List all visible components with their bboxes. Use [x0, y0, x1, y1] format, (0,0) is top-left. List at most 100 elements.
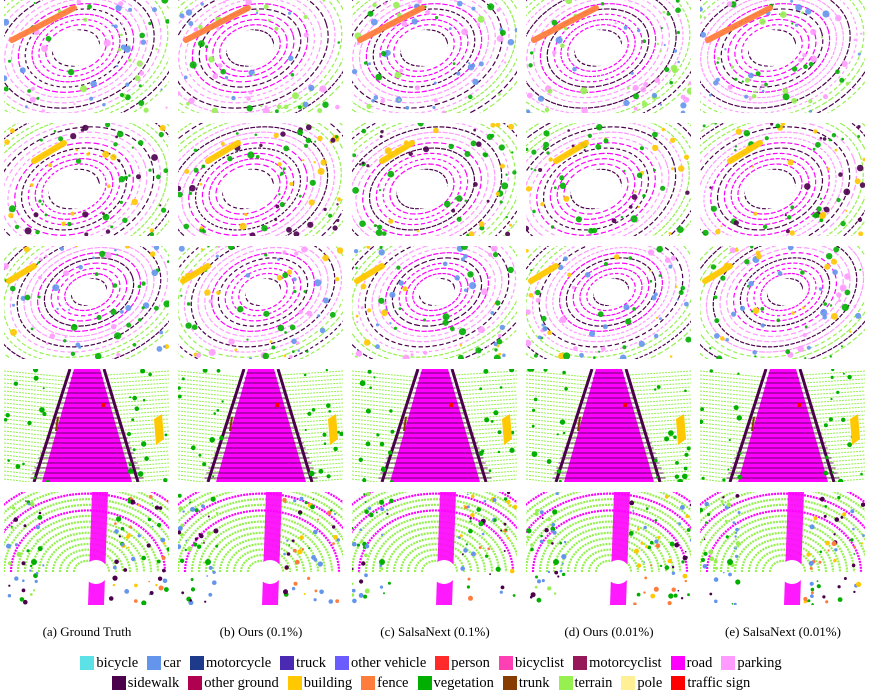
swatch-person — [435, 656, 450, 670]
legend-item-sidewalk: sidewalk — [111, 673, 180, 693]
caption-salsanext-0-01: (e) SalsaNext (0.01%) — [725, 624, 841, 639]
point-cloud-image — [526, 0, 691, 113]
point-cloud-thumbnail — [352, 246, 517, 359]
point-cloud-image — [526, 369, 691, 482]
swatch-parking — [721, 656, 736, 670]
legend-label: fence — [377, 675, 409, 691]
legend-item-motorcycle: motorcycle — [189, 653, 271, 673]
swatch-other-ground — [188, 676, 203, 690]
swatch-road — [670, 656, 685, 670]
point-cloud-thumbnail — [4, 369, 169, 482]
point-cloud-image — [178, 492, 343, 605]
point-cloud-image — [700, 123, 865, 236]
legend-label: car — [163, 655, 181, 671]
swatch-car — [147, 656, 162, 670]
legend-item-parking: parking — [721, 653, 782, 673]
point-cloud-image — [700, 0, 865, 113]
point-cloud-image — [352, 123, 517, 236]
point-cloud-image — [4, 123, 169, 236]
point-cloud-image — [352, 492, 517, 605]
legend-item-road: road — [670, 653, 713, 673]
legend-label: truck — [296, 655, 326, 671]
point-cloud-thumbnail — [352, 0, 517, 113]
legend-label: other ground — [204, 675, 279, 691]
swatch-motorcycle — [189, 656, 204, 670]
swatch-building — [287, 676, 302, 690]
swatch-motorcyclist — [573, 656, 588, 670]
legend-item-car: car — [147, 653, 181, 673]
point-cloud-image — [178, 369, 343, 482]
point-cloud-image — [700, 492, 865, 605]
point-cloud-image — [352, 0, 517, 113]
point-cloud-thumbnail — [4, 246, 169, 359]
point-cloud-thumbnail — [700, 246, 865, 359]
caption-salsanext-0-1: (c) SalsaNext (0.1%) — [380, 624, 490, 639]
legend-row: bicycle car motorcycle truck other vehic… — [0, 653, 871, 673]
legend-item-motorcyclist: motorcyclist — [573, 653, 662, 673]
legend-label: traffic sign — [687, 675, 751, 691]
point-cloud-thumbnail — [178, 369, 343, 482]
caption-ours-0-1: (b) Ours (0.1%) — [219, 624, 303, 639]
point-cloud-thumbnail — [526, 492, 691, 605]
legend-item-other-ground: other ground — [188, 673, 279, 693]
point-cloud-image — [4, 0, 169, 113]
point-cloud-image — [352, 369, 517, 482]
legend-label: sidewalk — [127, 675, 180, 691]
point-cloud-image — [352, 246, 517, 359]
point-cloud-thumbnail — [526, 0, 691, 113]
legend-label: trunk — [518, 675, 550, 691]
point-cloud-thumbnail — [178, 0, 343, 113]
legend-item-terrain: terrain — [558, 673, 613, 693]
swatch-traffic-sign — [671, 676, 686, 690]
legend-label: other vehicle — [350, 655, 427, 671]
legend-label: motorcyclist — [589, 655, 662, 671]
point-cloud-image — [526, 123, 691, 236]
legend-label: bicyclist — [514, 655, 565, 671]
point-cloud-thumbnail — [4, 492, 169, 605]
point-cloud-thumbnail — [4, 0, 169, 113]
swatch-truck — [280, 656, 295, 670]
legend-item-person: person — [435, 653, 490, 673]
swatch-sidewalk — [111, 676, 126, 690]
legend-item-vegetation: vegetation — [417, 673, 494, 693]
legend-item-fence: fence — [361, 673, 409, 693]
swatch-terrain — [558, 676, 573, 690]
point-cloud-image — [700, 369, 865, 482]
point-cloud-image — [178, 246, 343, 359]
legend-label: bicycle — [96, 655, 139, 671]
point-cloud-thumbnail — [178, 246, 343, 359]
caption-ground-truth: (a) Ground Truth — [42, 624, 132, 639]
legend-item-pole: pole — [621, 673, 662, 693]
swatch-trunk — [502, 676, 517, 690]
point-cloud-thumbnail — [352, 123, 517, 236]
point-cloud-thumbnail — [700, 492, 865, 605]
legend-item-bicyclist: bicyclist — [498, 653, 565, 673]
legend-item-trunk: trunk — [502, 673, 550, 693]
point-cloud-thumbnail — [700, 369, 865, 482]
point-cloud-image — [4, 492, 169, 605]
point-cloud-thumbnail — [526, 369, 691, 482]
point-cloud-thumbnail — [526, 246, 691, 359]
class-legend: bicycle car motorcycle truck other vehic… — [0, 653, 871, 693]
point-cloud-thumbnail — [4, 123, 169, 236]
legend-label: vegetation — [433, 675, 494, 691]
legend-item-traffic-sign: traffic sign — [671, 673, 750, 693]
point-cloud-image — [526, 246, 691, 359]
caption-ours-0-01: (d) Ours (0.01%) — [564, 624, 654, 639]
swatch-bicycle — [80, 656, 95, 670]
legend-item-bicycle: bicycle — [80, 653, 138, 673]
legend-item-building: building — [287, 673, 353, 693]
legend-label: building — [303, 675, 353, 691]
legend-row: sidewalk other ground building fence veg… — [0, 673, 871, 693]
swatch-bicyclist — [498, 656, 513, 670]
legend-label: pole — [637, 675, 663, 691]
legend-label: person — [451, 655, 490, 671]
qualitative-comparison-grid — [4, 0, 865, 605]
point-cloud-thumbnail — [700, 0, 865, 113]
point-cloud-thumbnail — [352, 369, 517, 482]
legend-label: road — [686, 655, 713, 671]
legend-label: terrain — [574, 675, 613, 691]
swatch-vegetation — [417, 676, 432, 690]
point-cloud-image — [178, 123, 343, 236]
swatch-other-vehicle — [334, 656, 349, 670]
